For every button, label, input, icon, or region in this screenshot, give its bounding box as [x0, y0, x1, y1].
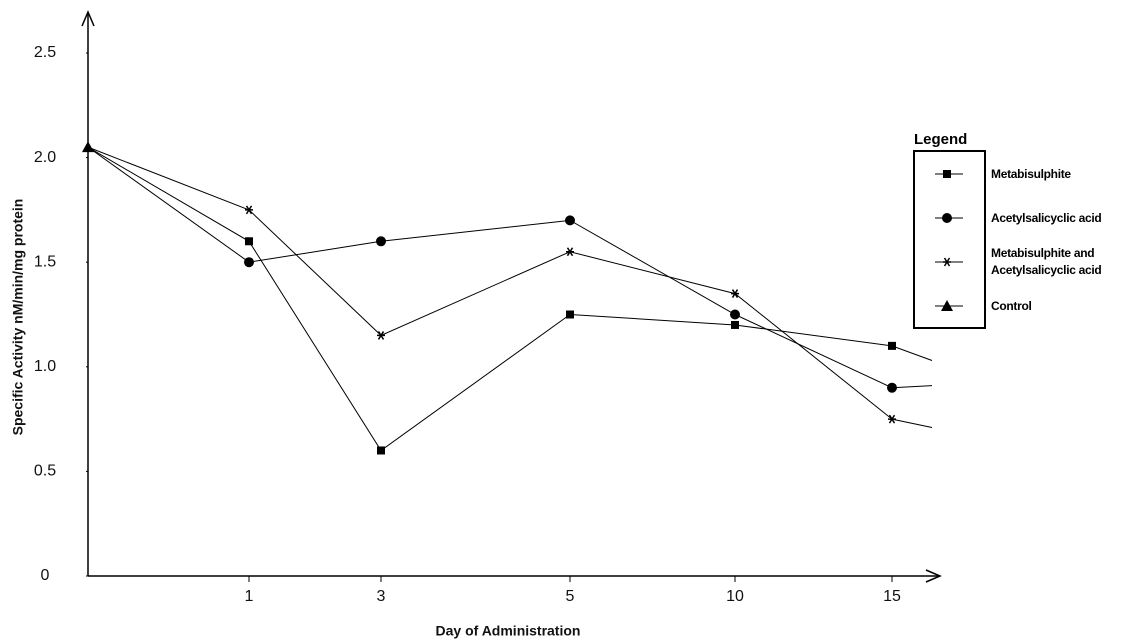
marker — [941, 300, 953, 311]
x-tick-label: 1 — [245, 588, 254, 605]
marker — [377, 331, 385, 340]
y-axis-title: Specific Activity nM/min/mg protein — [10, 199, 26, 436]
legend-entry: Metabisulphite and Acetylsalicyclic acid — [915, 240, 1121, 284]
y-tick-label: 2.0 — [34, 149, 56, 166]
y-tick-label: 2.5 — [34, 44, 56, 61]
x-axis-title: Day of Administration — [436, 623, 581, 639]
legend-icon — [935, 257, 963, 267]
legend-entry: Metabisulphite — [915, 152, 1121, 196]
marker — [376, 236, 386, 247]
x-axis-arrow — [925, 569, 942, 583]
marker — [245, 205, 253, 215]
marker — [942, 213, 952, 223]
marker — [565, 215, 575, 226]
legend-label: Control — [991, 298, 1032, 313]
y-axis-arrow — [81, 10, 95, 27]
marker — [888, 414, 896, 424]
marker — [82, 141, 94, 153]
x-tick-label: 3 — [377, 588, 386, 605]
legend-icon — [935, 170, 963, 178]
marker — [377, 446, 385, 455]
x-tick-label: 10 — [726, 588, 744, 605]
legend-label: Metabisulphite and Acetylsalicyclic acid — [991, 246, 1102, 277]
marker — [943, 257, 951, 267]
marker — [943, 170, 951, 178]
series-line — [87, 146, 933, 428]
legend-title: Legend — [914, 131, 968, 148]
x-tick-label: 5 — [566, 588, 575, 605]
legend-entry: Control — [915, 284, 1121, 328]
marker — [887, 382, 897, 393]
series-line — [87, 146, 933, 389]
legend-label: Metabisulphite — [991, 166, 1071, 181]
legend-icon — [935, 300, 963, 311]
series-line — [87, 146, 933, 452]
y-tick-label: 1.0 — [34, 358, 56, 375]
marker — [888, 341, 896, 350]
marker — [566, 310, 574, 319]
marker — [731, 289, 739, 298]
legend-icon — [935, 213, 963, 223]
marker — [731, 320, 739, 329]
marker — [245, 237, 253, 246]
legend-label: Acetylsalicyclic acid — [991, 210, 1102, 225]
marker — [730, 309, 740, 320]
y-tick-label: 1.5 — [34, 253, 56, 270]
y-tick-label: 0.5 — [34, 463, 56, 480]
x-tick-label: 15 — [883, 588, 901, 605]
legend: Metabisulphite Acetylsalicyclic acid Metab… — [913, 150, 1102, 329]
marker — [244, 257, 254, 268]
marker — [566, 247, 574, 257]
legend-entry: Acetylsalicyclic acid — [915, 196, 1121, 240]
y-tick-label: 0 — [41, 567, 50, 584]
